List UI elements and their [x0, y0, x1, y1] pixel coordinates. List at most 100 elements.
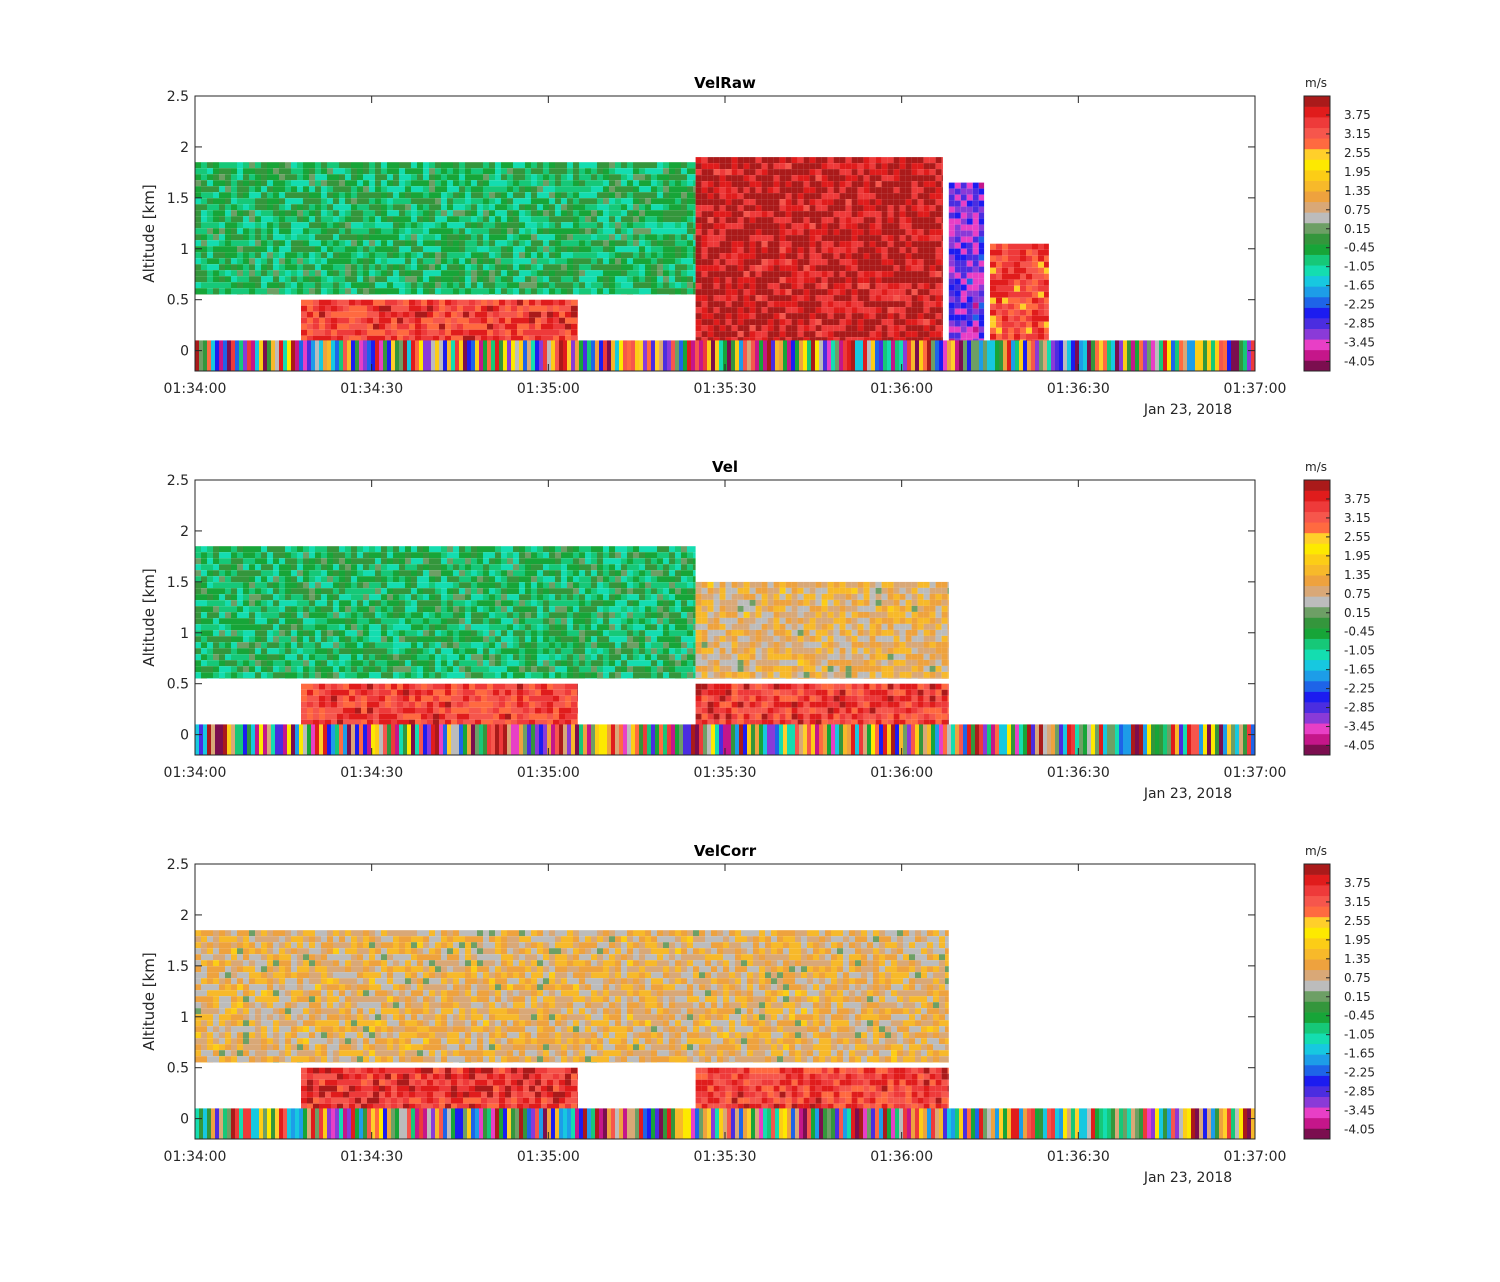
heatmap-cell	[279, 672, 285, 679]
heatmap-cell	[267, 672, 273, 679]
heatmap-cell	[285, 552, 291, 559]
heatmap-cell	[309, 558, 315, 565]
heatmap-cell	[821, 163, 828, 170]
heatmap-cell	[821, 265, 828, 272]
heatmap-cell	[237, 288, 243, 295]
heatmap-cell	[267, 660, 273, 667]
heatmap-cell	[355, 299, 361, 306]
heatmap-cell	[525, 222, 531, 229]
heatmap-cell	[1002, 273, 1008, 280]
heatmap-cell	[547, 299, 553, 306]
heatmap-cell	[917, 199, 924, 206]
heatmap-cell	[495, 258, 501, 265]
heatmap-cell	[573, 240, 579, 247]
heatmap-cell	[657, 270, 663, 277]
heatmap-cell	[301, 335, 307, 342]
heatmap-cell	[525, 228, 531, 235]
heatmap-cell	[845, 331, 852, 338]
heatmap-cell	[571, 299, 577, 306]
heatmap-cell	[457, 311, 463, 318]
heatmap-cell	[615, 222, 621, 229]
heatmap-cell	[749, 199, 756, 206]
heatmap-cell	[505, 317, 511, 324]
heatmap-cell	[327, 186, 333, 193]
heatmap-cell	[881, 217, 888, 224]
heatmap-cell	[687, 288, 693, 295]
heatmap-cell	[725, 157, 732, 164]
heatmap-cell	[369, 258, 375, 265]
heatmap-cell	[237, 264, 243, 271]
heatmap-cell	[225, 588, 231, 595]
heatmap-cell	[249, 564, 255, 571]
heatmap-cell	[279, 288, 285, 295]
heatmap-cell	[703, 340, 707, 371]
heatmap-cell	[423, 228, 429, 235]
heatmap-cell	[489, 270, 495, 277]
heatmap-cell	[511, 299, 517, 306]
heatmap-cell	[291, 288, 297, 295]
heatmap-cell	[669, 204, 675, 211]
heatmap-cell	[441, 258, 447, 265]
heatmap-cell	[507, 276, 513, 283]
heatmap-cell	[243, 606, 249, 613]
heatmap-cell	[815, 325, 822, 332]
heatmap-cell	[279, 246, 285, 253]
heatmap-cell	[321, 246, 327, 253]
heatmap-cell	[513, 168, 519, 175]
heatmap-cell	[349, 335, 355, 342]
heatmap-cell	[285, 288, 291, 295]
heatmap-cell	[309, 282, 315, 289]
heatmap-cell	[395, 340, 399, 371]
heatmap-cell	[966, 230, 973, 237]
heatmap-cell	[297, 618, 303, 625]
heatmap-cell	[681, 180, 687, 187]
heatmap-cell	[355, 311, 361, 318]
heatmap-cell	[966, 314, 973, 321]
heatmap-cell	[225, 618, 231, 625]
heatmap-cell	[201, 276, 207, 283]
heatmap-cell	[331, 317, 337, 324]
heatmap-cell	[487, 305, 493, 312]
heatmap-cell	[893, 265, 900, 272]
heatmap-cell	[1095, 340, 1099, 371]
heatmap-cell	[935, 163, 942, 170]
heatmap-cell	[273, 246, 279, 253]
heatmap-cell	[459, 210, 465, 217]
heatmap-cell	[731, 325, 738, 332]
heatmap-cell	[911, 319, 918, 326]
heatmap-cell	[207, 216, 213, 223]
heatmap-cell	[531, 240, 537, 247]
heatmap-cell	[963, 340, 967, 371]
heatmap-cell	[393, 210, 399, 217]
heatmap-cell	[1026, 297, 1032, 304]
heatmap-cell	[761, 205, 768, 212]
heatmap-cell	[1026, 255, 1032, 262]
heatmap-cell	[239, 340, 243, 371]
heatmap-cell	[243, 660, 249, 667]
heatmap-cell	[1243, 340, 1247, 371]
heatmap-cell	[489, 210, 495, 217]
heatmap-cell	[213, 642, 219, 649]
heatmap-cell	[255, 340, 259, 371]
heatmap-cell	[911, 223, 918, 230]
heatmap-cell	[911, 331, 918, 338]
heatmap-cell	[1026, 321, 1032, 328]
heatmap-cell	[409, 299, 415, 306]
heatmap-cell	[225, 180, 231, 187]
heatmap-cell	[345, 234, 351, 241]
heatmap-cell	[441, 276, 447, 283]
heatmap-cell	[663, 198, 669, 205]
heatmap-cell	[809, 283, 816, 290]
heatmap-cell	[303, 174, 309, 181]
heatmap-cell	[941, 163, 943, 170]
heatmap-cell	[543, 210, 549, 217]
heatmap-cell	[525, 192, 531, 199]
heatmap-cell	[525, 276, 531, 283]
heatmap-cell	[645, 204, 651, 211]
heatmap-cell	[195, 210, 201, 217]
heatmap-cell	[675, 186, 681, 193]
heatmap-cell	[225, 612, 231, 619]
heatmap-cell	[297, 192, 303, 199]
heatmap-cell	[237, 216, 243, 223]
heatmap-cell	[827, 217, 834, 224]
